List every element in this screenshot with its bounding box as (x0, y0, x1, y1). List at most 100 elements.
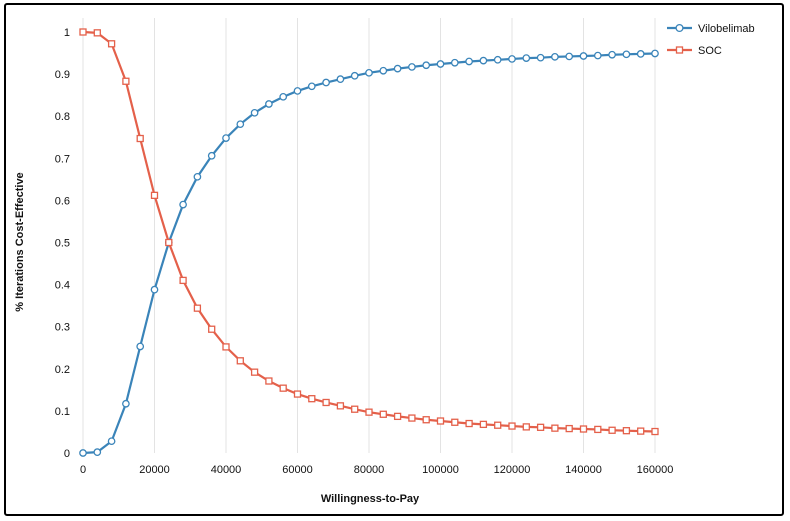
series-soc (79, 28, 659, 436)
data-point-vilobelimab (579, 52, 588, 60)
data-point-vilobelimab (536, 53, 545, 62)
data-point-vilobelimab (565, 52, 574, 61)
data-point-soc (608, 426, 616, 434)
data-point-vilobelimab (651, 49, 659, 58)
data-point-soc (551, 424, 559, 432)
data-point-soc (637, 427, 645, 435)
data-point-soc (379, 410, 387, 418)
data-point-soc (93, 29, 101, 37)
data-point-soc (236, 357, 244, 365)
data-point-soc (150, 191, 159, 199)
data-point-vilobelimab (508, 55, 516, 63)
x-tick-label: 140000 (565, 464, 602, 476)
series-vilobelimab (79, 49, 659, 457)
data-point-vilobelimab (436, 60, 445, 68)
y-tick-label: 0.7 (55, 153, 70, 165)
data-point-soc (250, 368, 259, 376)
data-point-vilobelimab (593, 51, 602, 60)
data-point-soc (351, 405, 359, 413)
x-axis-title: Willingness-to-Pay (321, 493, 420, 505)
x-tick-label: 80000 (354, 464, 385, 476)
legend-marker-vilobelimab (675, 23, 684, 33)
data-point-soc (208, 325, 216, 333)
legend-label-soc: SOC (698, 45, 722, 57)
data-point-soc (422, 416, 430, 424)
data-point-soc (308, 395, 316, 403)
data-point-vilobelimab (622, 50, 631, 59)
data-point-vilobelimab (179, 200, 187, 209)
data-point-soc (451, 418, 459, 426)
data-point-soc (522, 423, 530, 431)
legend-item-soc: SOC (667, 45, 722, 57)
legend-item-vilobelimab: Vilobelimab (667, 23, 755, 35)
data-point-soc (136, 134, 144, 143)
data-point-vilobelimab (522, 54, 531, 62)
data-point-soc (365, 408, 373, 416)
y-axis-title: % Iterations Cost-Effective (14, 172, 26, 311)
x-tick-label: 100000 (422, 464, 459, 476)
data-point-soc (265, 377, 273, 385)
data-point-soc (436, 417, 445, 425)
data-point-vilobelimab (636, 50, 645, 58)
data-point-vilobelimab (393, 64, 402, 73)
data-point-vilobelimab (365, 68, 373, 77)
data-point-vilobelimab (379, 66, 388, 75)
series-layer (79, 28, 659, 457)
data-point-soc (622, 427, 631, 435)
data-point-vilobelimab (236, 120, 245, 129)
data-point-soc (479, 420, 488, 429)
y-tick-label: 0.9 (55, 69, 70, 81)
grid-layer (82, 18, 656, 453)
y-tick-label: 0.5 (55, 238, 70, 250)
data-point-soc (107, 40, 116, 48)
y-tick-label: 0 (64, 448, 70, 460)
data-point-soc (279, 384, 287, 392)
y-tick-label: 0.1 (55, 406, 70, 418)
data-point-soc (165, 238, 173, 247)
legend-label-vilobelimab: Vilobelimab (698, 23, 755, 35)
data-point-vilobelimab (150, 285, 159, 294)
legend: Vilobelimab SOC (667, 23, 755, 57)
x-tick-label: 120000 (494, 464, 531, 476)
data-point-soc (322, 398, 330, 407)
data-point-vilobelimab (250, 108, 259, 117)
data-point-vilobelimab (107, 437, 116, 446)
data-point-vilobelimab (608, 50, 616, 59)
data-point-vilobelimab (207, 151, 216, 160)
data-point-vilobelimab (422, 61, 431, 70)
data-point-soc (179, 276, 187, 285)
data-point-vilobelimab (450, 58, 459, 67)
data-point-soc (393, 412, 402, 421)
y-tick-label: 0.3 (55, 322, 70, 334)
data-point-vilobelimab (122, 399, 130, 408)
x-tick-label: 160000 (637, 464, 674, 476)
data-point-vilobelimab (193, 172, 202, 181)
data-point-vilobelimab (222, 134, 230, 142)
data-point-soc (336, 402, 345, 410)
data-point-vilobelimab (279, 92, 288, 101)
data-point-vilobelimab (336, 75, 345, 84)
y-tick-label: 0.2 (55, 364, 70, 376)
data-point-soc (494, 421, 502, 429)
data-point-vilobelimab (408, 63, 416, 71)
data-point-soc (651, 427, 659, 436)
y-tick-label: 1 (64, 27, 70, 39)
y-tick-label: 0.4 (55, 280, 70, 292)
x-tick-label: 0 (80, 464, 86, 476)
data-point-soc (222, 343, 230, 351)
data-point-soc (293, 390, 302, 398)
data-point-soc (79, 28, 87, 36)
data-point-vilobelimab (93, 448, 102, 457)
y-tick-label: 0.8 (55, 111, 70, 123)
axis-layer: 0 0.1 0.2 0.3 0.4 0.5 0.6 0.7 0.8 0.9 1 0 20000 40000… (55, 27, 674, 476)
data-point-vilobelimab (307, 82, 316, 91)
data-point-vilobelimab (350, 71, 359, 80)
data-point-soc (408, 414, 416, 422)
data-point-soc (536, 423, 545, 431)
data-point-vilobelimab (265, 100, 273, 108)
legend-marker-soc (675, 46, 684, 54)
data-point-vilobelimab (551, 52, 559, 61)
x-tick-label: 60000 (282, 464, 313, 476)
data-point-vilobelimab (293, 87, 302, 95)
data-point-soc (508, 422, 516, 430)
